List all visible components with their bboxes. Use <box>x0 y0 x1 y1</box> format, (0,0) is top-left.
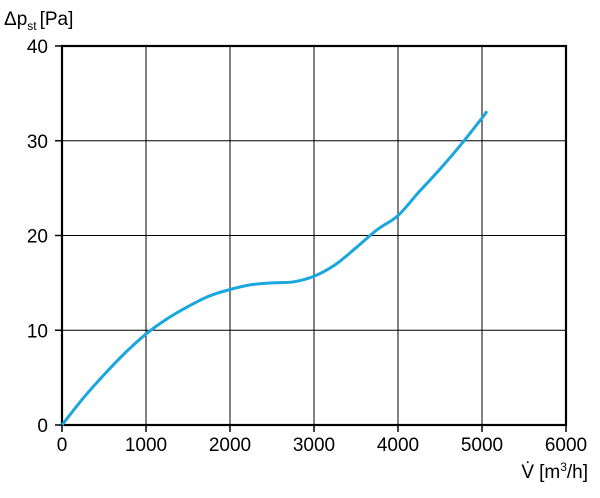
x-tick-label-3000: 3000 <box>293 435 335 456</box>
y-tick-label-0: 0 <box>37 416 48 437</box>
x-axis-label-unit-prefix: [m <box>539 462 560 483</box>
series-layer <box>60 110 488 427</box>
x-axis-label-unit-suffix: /h] <box>567 462 588 483</box>
x-tick-label-6000: 6000 <box>545 435 587 456</box>
x-tick-label-0: 0 <box>57 435 68 456</box>
x-tick-label-5000: 5000 <box>461 435 503 456</box>
y-tick-label-40: 40 <box>27 37 48 58</box>
y-axis-label: Δpst [Pa] <box>4 9 73 33</box>
series-line-0 <box>60 110 488 427</box>
y-tick-label-20: 20 <box>27 227 48 248</box>
x-tick-label-4000: 4000 <box>377 435 419 456</box>
x-axis-label: V̇ [m3/h] <box>521 460 588 483</box>
tick-labels: 0 1000 2000 3000 4000 5000 6000 0 10 20 30 40 <box>27 37 587 456</box>
y-tick-label-30: 30 <box>27 132 48 153</box>
y-tick-label-10: 10 <box>27 321 48 342</box>
x-tick-label-1000: 1000 <box>125 435 167 456</box>
y-axis-label-unit: [Pa] <box>40 9 74 30</box>
y-axis-label-subscript: st <box>27 19 37 33</box>
grid <box>62 46 566 425</box>
y-axis-label-symbol: Δp <box>4 9 27 30</box>
x-tick-label-2000: 2000 <box>209 435 251 456</box>
x-axis-label-symbol: V̇ <box>521 462 534 483</box>
x-axis-label-unit-superscript: 3 <box>560 460 567 474</box>
